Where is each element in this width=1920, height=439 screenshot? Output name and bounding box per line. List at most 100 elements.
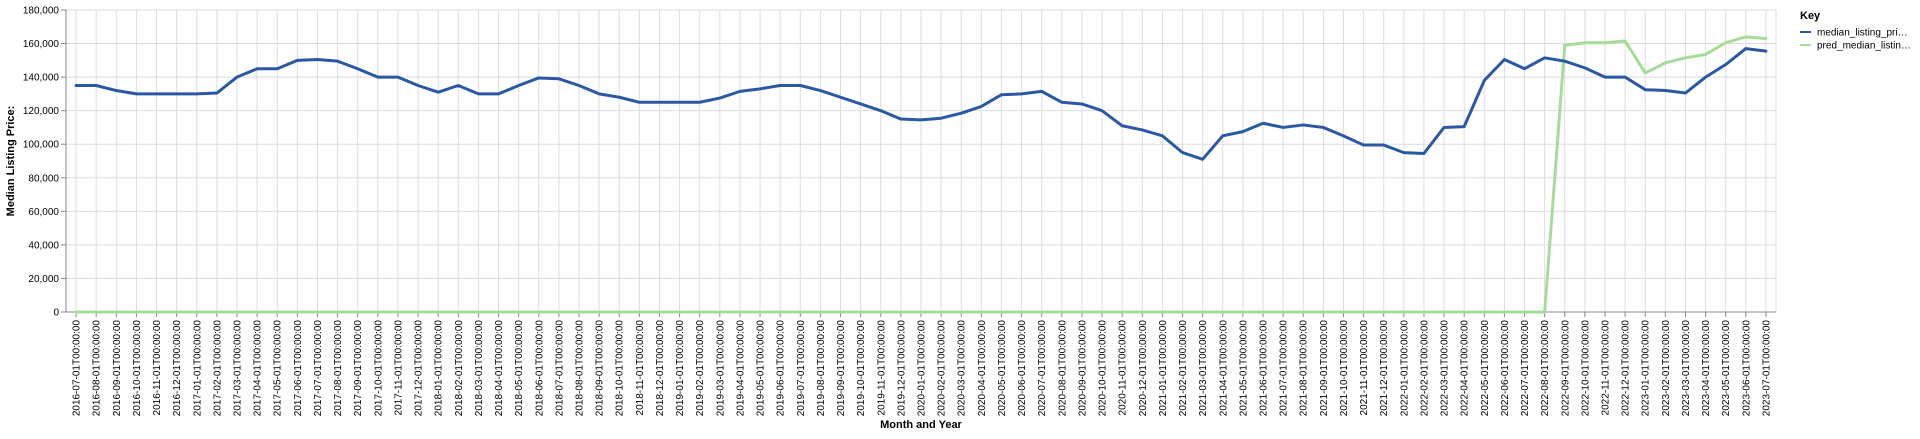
x-tick-label: 2016-08-01T00:00:00 (92, 320, 103, 417)
y-tick-label: 100,000 (23, 140, 60, 151)
x-tick-label: 2017-06-01T00:00:00 (293, 320, 304, 417)
x-tick-label: 2017-11-01T00:00:00 (393, 320, 404, 416)
x-tick-label: 2016-11-01T00:00:00 (152, 320, 163, 416)
x-tick-label: 2018-07-01T00:00:00 (554, 320, 565, 417)
x-tick-label: 2023-05-01T00:00:00 (1721, 320, 1732, 417)
x-tick-label: 2016-10-01T00:00:00 (132, 320, 143, 417)
x-tick-label: 2022-01-01T00:00:00 (1399, 320, 1410, 417)
x-tick-label: 2022-06-01T00:00:00 (1500, 320, 1511, 417)
x-tick-label: 2021-07-01T00:00:00 (1279, 320, 1290, 417)
series-line-2 (74, 35, 1768, 314)
x-tick-label: 2019-09-01T00:00:00 (836, 320, 847, 417)
x-tick-label: 2019-10-01T00:00:00 (856, 320, 867, 417)
x-tick-label: 2021-02-01T00:00:00 (1178, 320, 1189, 417)
x-tick-label: 2019-11-01T00:00:00 (876, 320, 887, 416)
legend-label: median_listing_pri… (1817, 28, 1908, 39)
x-tick-label: 2018-11-01T00:00:00 (635, 320, 646, 416)
x-tick-label: 2017-10-01T00:00:00 (373, 320, 384, 417)
y-tick-label: 60,000 (28, 207, 59, 218)
y-tick-label: 140,000 (23, 73, 60, 84)
x-tick-label: 2019-06-01T00:00:00 (776, 320, 787, 417)
x-tick-label: 2017-08-01T00:00:00 (333, 320, 344, 417)
x-tick-label: 2018-05-01T00:00:00 (514, 320, 525, 417)
x-axis-title: Month and Year (880, 419, 962, 431)
x-tick-label: 2022-02-01T00:00:00 (1419, 320, 1430, 417)
x-tick-label: 2021-04-01T00:00:00 (1218, 320, 1229, 417)
x-tick-label: 2022-11-01T00:00:00 (1601, 320, 1612, 416)
x-tick-label: 2023-06-01T00:00:00 (1741, 320, 1752, 417)
x-tick-label: 2020-10-01T00:00:00 (1098, 320, 1109, 417)
x-tick-label: 2017-09-01T00:00:00 (353, 320, 364, 417)
x-tick-label: 2016-12-01T00:00:00 (172, 320, 183, 417)
x-tick-label: 2017-12-01T00:00:00 (414, 320, 425, 417)
y-tick-label: 120,000 (23, 106, 60, 117)
x-tick-label: 2019-08-01T00:00:00 (816, 320, 827, 417)
x-tick-label: 2016-07-01T00:00:00 (72, 320, 83, 417)
x-tick-label: 2018-08-01T00:00:00 (575, 320, 586, 417)
x-tick-label: 2018-02-01T00:00:00 (454, 320, 465, 417)
x-tick-label: 2021-12-01T00:00:00 (1379, 320, 1390, 417)
x-tick-label: 2018-04-01T00:00:00 (494, 320, 505, 417)
series-lines (74, 35, 1768, 314)
axes: 0 20,000 40,000 60,000 80,000 100,000 120,000 1… (23, 6, 1776, 417)
x-tick-label: 2018-10-01T00:00:00 (615, 320, 626, 417)
x-tick-label: 2022-05-01T00:00:00 (1480, 320, 1491, 417)
x-tick-label: 2020-08-01T00:00:00 (1057, 320, 1068, 417)
x-tick-label: 2020-06-01T00:00:00 (1017, 320, 1028, 417)
x-tick-label: 2021-01-01T00:00:00 (1158, 320, 1169, 417)
x-tick-label: 2020-01-01T00:00:00 (917, 320, 928, 417)
x-tick-label: 2020-02-01T00:00:00 (937, 320, 948, 417)
y-tick-label: 40,000 (28, 240, 59, 251)
x-tick-label: 2023-02-01T00:00:00 (1661, 320, 1672, 417)
legend: Key median_listing_pri… pred_median_listi… (1800, 10, 1911, 52)
x-tick-label: 2020-05-01T00:00:00 (997, 320, 1008, 417)
x-tick-label: 2021-03-01T00:00:00 (1198, 320, 1209, 417)
x-tick-label: 2023-04-01T00:00:00 (1701, 320, 1712, 417)
x-tick-label: 2022-08-01T00:00:00 (1540, 320, 1551, 417)
x-tick-label: 2017-02-01T00:00:00 (212, 320, 223, 417)
y-tick-label: 0 (53, 308, 59, 319)
y-tick-label: 20,000 (28, 274, 59, 285)
x-tick-label: 2020-12-01T00:00:00 (1138, 320, 1149, 417)
x-tick-label: 2019-04-01T00:00:00 (735, 320, 746, 417)
x-tick-label: 2019-02-01T00:00:00 (695, 320, 706, 417)
x-tick-label: 2021-05-01T00:00:00 (1238, 320, 1249, 417)
x-tick-label: 2017-05-01T00:00:00 (273, 320, 284, 417)
x-tick-label: 2017-01-01T00:00:00 (192, 320, 203, 417)
x-tick-label: 2020-03-01T00:00:00 (957, 320, 968, 417)
x-tick-label: 2019-12-01T00:00:00 (896, 320, 907, 417)
x-tick-label: 2023-01-01T00:00:00 (1641, 320, 1652, 417)
series-line-1 (74, 47, 1768, 161)
x-tick-label: 2018-06-01T00:00:00 (534, 320, 545, 417)
gridlines (66, 9, 1777, 313)
x-tick-label: 2018-03-01T00:00:00 (474, 320, 485, 417)
x-tick-label: 2021-11-01T00:00:00 (1359, 320, 1370, 416)
x-tick-label: 2020-07-01T00:00:00 (1037, 320, 1048, 417)
legend-label: pred_median_listin… (1817, 41, 1911, 52)
y-tick-label: 180,000 (23, 6, 60, 17)
y-tick-label: 80,000 (28, 173, 59, 184)
x-tick-label: 2022-04-01T00:00:00 (1460, 320, 1471, 417)
x-tick-label: 2021-08-01T00:00:00 (1299, 320, 1310, 417)
x-tick-label: 2017-03-01T00:00:00 (233, 320, 244, 417)
y-tick-label: 160,000 (23, 39, 60, 50)
x-tick-label: 2018-12-01T00:00:00 (655, 320, 666, 417)
x-tick-label: 2019-05-01T00:00:00 (756, 320, 767, 417)
x-tick-label: 2021-06-01T00:00:00 (1259, 320, 1270, 417)
x-tick-label: 2018-09-01T00:00:00 (595, 320, 606, 417)
x-tick-label: 2020-04-01T00:00:00 (977, 320, 988, 417)
y-axis-title: Median Listing Price: (5, 106, 17, 217)
x-tick-label: 2022-07-01T00:00:00 (1520, 320, 1531, 417)
x-tick-label: 2018-01-01T00:00:00 (434, 320, 445, 417)
x-tick-label: 2021-10-01T00:00:00 (1339, 320, 1350, 417)
x-tick-label: 2019-01-01T00:00:00 (675, 320, 686, 417)
x-tick-label: 2023-07-01T00:00:00 (1761, 320, 1772, 417)
x-tick-label: 2022-12-01T00:00:00 (1621, 320, 1632, 417)
x-tick-label: 2022-03-01T00:00:00 (1440, 320, 1451, 417)
legend-title: Key (1800, 10, 1821, 22)
x-tick-label: 2022-09-01T00:00:00 (1560, 320, 1571, 417)
x-tick-label: 2019-03-01T00:00:00 (715, 320, 726, 417)
x-tick-label: 2023-03-01T00:00:00 (1681, 320, 1692, 417)
